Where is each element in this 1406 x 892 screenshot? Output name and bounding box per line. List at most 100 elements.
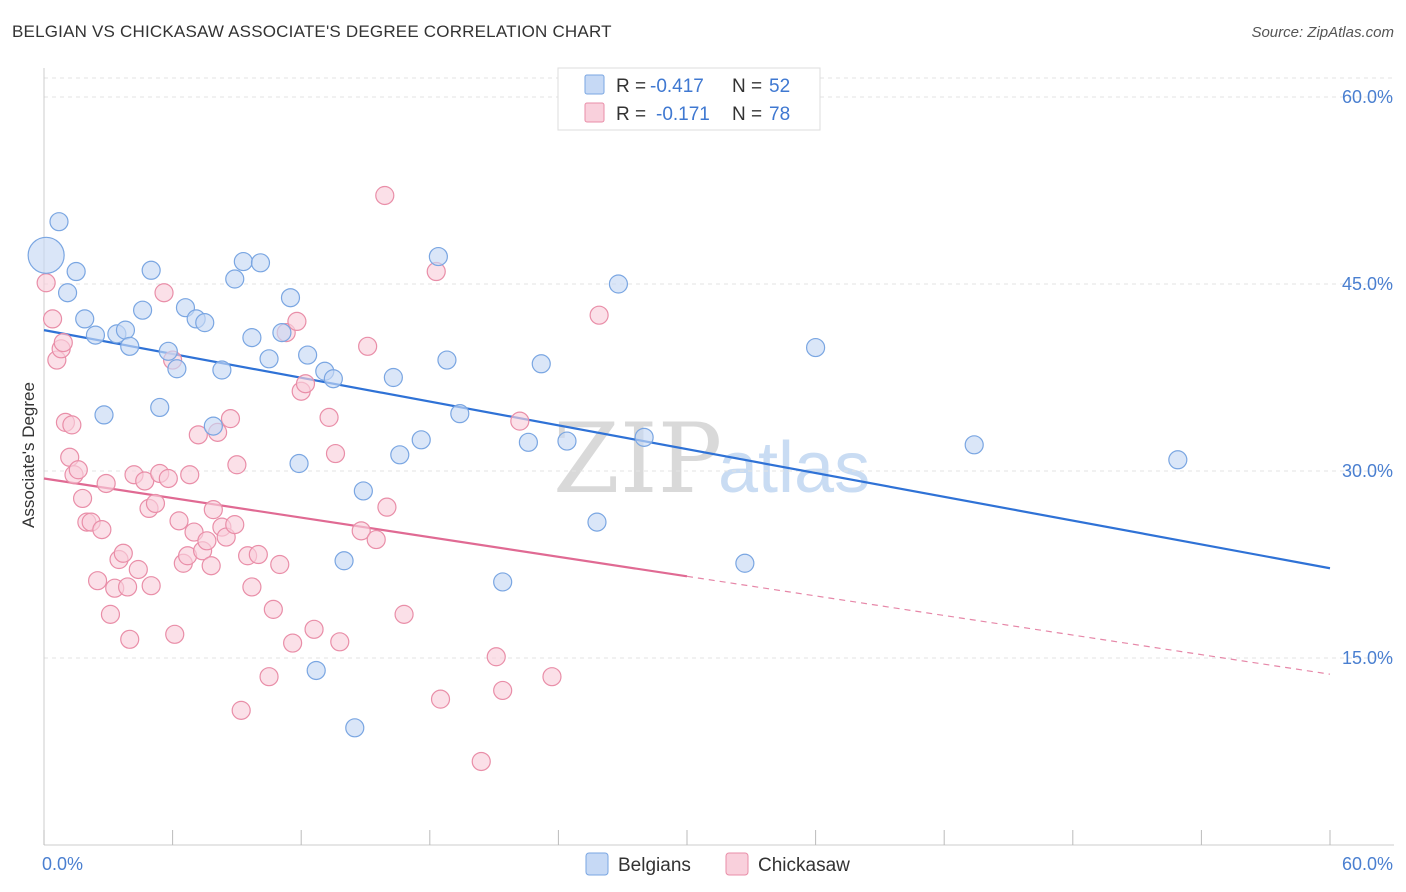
- belgian-point-1: [49, 212, 69, 232]
- legend-r-label-chickasaw: R =: [616, 104, 646, 125]
- belgian-point-18: [203, 416, 223, 436]
- chickasaw-point-52: [248, 544, 268, 565]
- chickasaw-point-70: [394, 604, 414, 624]
- legend-swatch-chickasaw: [584, 102, 605, 123]
- chickasaw-point-4: [53, 332, 73, 353]
- chickasaw-point-61: [304, 619, 324, 639]
- legend-n-label-belgian: N =: [732, 76, 762, 97]
- belgian-point-19: [212, 360, 232, 380]
- belgian-point-47: [634, 427, 654, 447]
- chickasaw-point-58: [287, 311, 307, 331]
- belgian-point-42: [518, 432, 538, 452]
- y-tick-label-0: 15.0%: [1342, 648, 1393, 668]
- chickasaw-point-73: [471, 751, 491, 772]
- chickasaw-point-60: [295, 374, 316, 394]
- belgian-point-40: [450, 404, 470, 424]
- belgian-point-13: [158, 341, 178, 361]
- legend-n-value-chickasaw: 78: [769, 104, 790, 125]
- chickasaw-point-72: [430, 689, 451, 709]
- belgian-point-29: [306, 660, 326, 681]
- chickasaw-point-29: [154, 283, 174, 303]
- chickasaw-point-1: [42, 309, 63, 329]
- y-tick-label-3: 60.0%: [1342, 87, 1393, 107]
- belgian-point-43: [531, 354, 551, 374]
- belgian-point-31: [323, 369, 343, 389]
- chickasaw-point-36: [180, 465, 200, 485]
- belgian-point-34: [353, 481, 373, 501]
- chickasaw-point-66: [358, 336, 378, 356]
- belgian-point-22: [242, 328, 262, 348]
- belgian-trend-solid: [43, 329, 1331, 570]
- chickasaw-point-38: [188, 425, 208, 445]
- belgian-point-9: [120, 336, 140, 356]
- belgian-point-21: [233, 251, 253, 272]
- belgian-point-39: [437, 350, 457, 370]
- chickasaw-point-32: [165, 624, 185, 644]
- chickasaw-point-75: [493, 680, 513, 701]
- chickasaw-point-27: [145, 493, 166, 514]
- belgian-point-25: [272, 323, 292, 343]
- belgian-point-10: [132, 300, 153, 320]
- belgian-point-24: [259, 349, 279, 369]
- chickasaw-point-57: [283, 633, 303, 653]
- chickasaw-point-64: [330, 632, 350, 652]
- belgian-point-27: [289, 453, 309, 474]
- chickasaw-point-26: [141, 576, 161, 596]
- belgian-point-3: [66, 261, 86, 282]
- legend-bottom: Belgians Chickasaw: [585, 852, 850, 876]
- belgian-point-6: [94, 405, 114, 425]
- legend-r-value-belgian: -0.417: [650, 76, 704, 97]
- belgian-point-8: [115, 320, 136, 340]
- chickasaw-point-40: [197, 531, 217, 551]
- chickasaw-point-49: [231, 700, 251, 720]
- chickasaw-point-76: [510, 411, 530, 431]
- belgian-point-48: [735, 553, 755, 573]
- chickasaw-point-62: [319, 407, 339, 427]
- x-tick-label-max: 60.0%: [1342, 854, 1393, 874]
- chart-title: BELGIAN VS CHICKASAW ASSOCIATE'S DEGREE …: [12, 22, 612, 41]
- legend-r-label-belgian: R =: [616, 76, 646, 97]
- chickasaw-point-7: [62, 415, 82, 435]
- chickasaw-point-33: [169, 511, 189, 531]
- chickasaw-point-53: [259, 667, 279, 687]
- belgian-point-46: [608, 274, 629, 294]
- y-tick-labels: 15.0% 30.0% 45.0% 60.0%: [1342, 87, 1393, 668]
- belgian-point-51: [1168, 450, 1188, 470]
- chickasaw-point-20: [117, 577, 138, 597]
- belgian-point-2: [57, 283, 78, 303]
- legend-bottom-swatch-chickasaw: [725, 852, 749, 876]
- belgian-point-36: [390, 445, 410, 465]
- x-tick-label-min: 0.0%: [42, 854, 83, 874]
- belgian-point-20: [225, 269, 245, 289]
- chickasaw-trend-dashed: [686, 575, 1331, 675]
- belgian-point-37: [411, 430, 431, 450]
- belgian-point-0: [27, 236, 65, 274]
- chickasaw-point-47: [225, 515, 245, 535]
- chickasaw-point-23: [128, 559, 148, 580]
- chickasaw-point-0: [36, 273, 56, 293]
- chickasaw-point-48: [227, 455, 247, 475]
- chickasaw-point-74: [486, 647, 506, 667]
- legend-n-label-chickasaw: N =: [732, 104, 762, 125]
- legend-n-value-belgian: 52: [769, 76, 790, 97]
- chickasaw-point-41: [201, 556, 221, 576]
- chickasaw-point-42: [203, 500, 223, 520]
- chickasaw-point-78: [589, 305, 609, 325]
- chickasaw-point-21: [120, 629, 140, 649]
- belgian-point-41: [493, 572, 513, 592]
- belgian-point-11: [141, 260, 161, 280]
- belgian-point-38: [428, 246, 448, 267]
- chickasaw-point-68: [375, 185, 395, 206]
- chickasaw-point-30: [158, 468, 178, 489]
- axes: [43, 68, 1394, 846]
- legend-bottom-label-belgian: Belgians: [618, 855, 691, 876]
- source-credit: Source: ZipAtlas.com: [1251, 24, 1394, 41]
- belgian-point-23: [250, 253, 271, 273]
- chickasaw-point-9: [68, 460, 88, 480]
- belgian-point-14: [167, 359, 187, 379]
- legend-bottom-swatch-belgian: [585, 852, 609, 876]
- chickasaw-point-14: [92, 519, 112, 540]
- y-tick-label-1: 30.0%: [1342, 461, 1393, 481]
- chickasaw-point-54: [263, 599, 283, 619]
